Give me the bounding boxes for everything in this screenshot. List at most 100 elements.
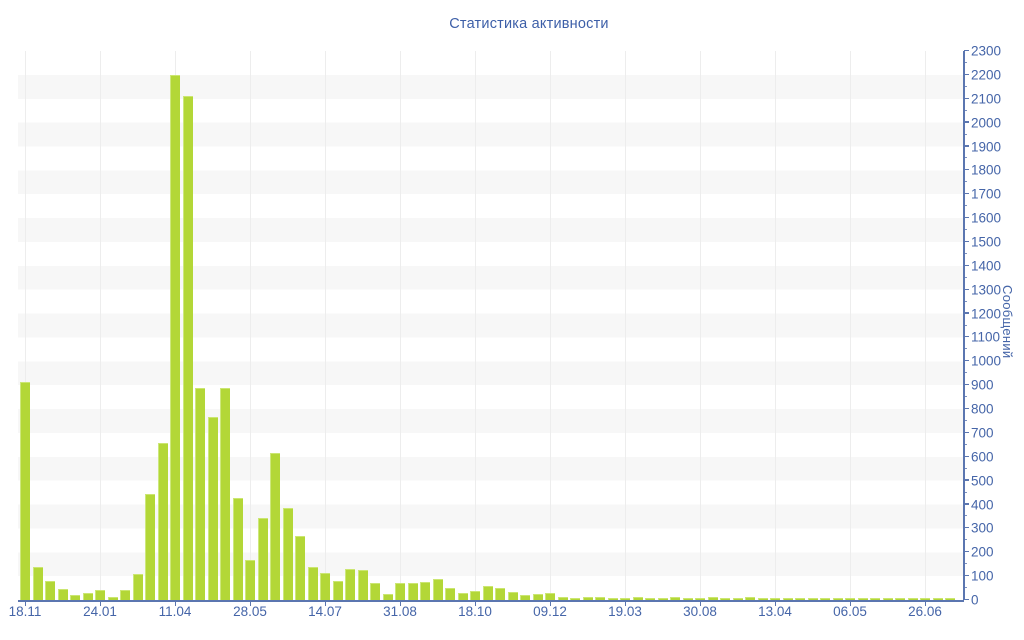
bar — [532, 594, 543, 600]
y-tick-minor — [964, 372, 967, 374]
gridline — [775, 51, 776, 600]
bar — [495, 588, 505, 600]
bar — [432, 579, 443, 600]
y-tick-minor — [964, 587, 967, 589]
y-tick-major — [964, 598, 969, 600]
bar — [682, 597, 693, 600]
x-tick-label: 18.10 — [458, 604, 492, 619]
y-tick-major — [964, 503, 969, 505]
bar — [282, 508, 293, 600]
x-tick-label: 30.08 — [683, 604, 717, 619]
bar — [657, 597, 668, 600]
y-tick-label: 100 — [971, 568, 994, 584]
y-tick-label: 2100 — [971, 91, 1002, 107]
x-tick — [850, 601, 852, 606]
gridline — [700, 51, 701, 600]
bar — [45, 581, 55, 600]
gridline — [625, 51, 626, 600]
y-tick-major — [964, 360, 969, 362]
y-tick-major — [964, 73, 969, 75]
y-tick-major — [964, 527, 969, 529]
x-tick — [100, 601, 102, 606]
bar — [795, 598, 805, 600]
y-tick-label: 300 — [971, 520, 994, 536]
bar — [720, 597, 730, 600]
y-tick-major — [964, 169, 969, 171]
bar — [570, 597, 580, 600]
x-tick — [175, 601, 177, 606]
bar — [407, 582, 418, 600]
bar — [632, 597, 643, 600]
y-tick-major — [964, 97, 969, 99]
bar — [357, 570, 368, 600]
bar — [370, 583, 380, 600]
bar — [257, 518, 268, 600]
x-tick — [25, 601, 27, 606]
bar — [132, 573, 143, 600]
x-tick-label: 14.07 — [308, 604, 342, 619]
y-tick-minor — [964, 539, 967, 541]
bar — [170, 74, 180, 600]
bar — [832, 598, 843, 600]
gridline — [325, 51, 326, 600]
y-tick-major — [964, 193, 969, 195]
y-tick-label: 1300 — [971, 282, 1002, 298]
y-tick-major — [964, 407, 969, 410]
bar — [745, 597, 755, 600]
x-tick-label: 18.11 — [8, 604, 42, 619]
y-tick-minor — [964, 491, 967, 493]
bar — [520, 595, 530, 600]
y-tick-major — [964, 288, 969, 290]
y-tick-minor — [964, 419, 967, 421]
bar — [270, 453, 280, 600]
y-tick-major — [964, 121, 969, 123]
y-tick-minor — [964, 252, 967, 254]
y-tick-minor — [964, 157, 967, 159]
bar — [382, 594, 393, 600]
y-tick-label: 1800 — [971, 162, 1002, 178]
y-tick-minor — [964, 181, 967, 183]
x-tick — [325, 601, 327, 606]
y-tick-label: 2200 — [971, 67, 1002, 83]
gridline — [850, 51, 851, 600]
y-tick-label: 1600 — [971, 210, 1002, 226]
bar — [82, 593, 93, 600]
chart-title: Статистика активности — [449, 16, 609, 32]
bar — [545, 593, 555, 600]
y-tick-label: 700 — [971, 425, 994, 441]
x-tick-label: 28.05 — [233, 604, 267, 619]
x-tick — [625, 601, 627, 606]
y-tick-major — [964, 384, 969, 386]
x-axis-line — [18, 600, 964, 602]
plot-area — [18, 51, 963, 600]
x-tick-label: 13.04 — [758, 604, 792, 619]
y-axis-line — [963, 51, 965, 600]
x-tick — [400, 601, 402, 606]
bar — [307, 566, 318, 600]
y-tick-label: 800 — [971, 401, 994, 417]
y-tick-major — [964, 336, 969, 338]
y-tick-minor — [964, 229, 967, 231]
bar — [895, 598, 905, 600]
bar — [145, 493, 155, 600]
bar — [482, 585, 493, 600]
bar — [470, 590, 480, 600]
y-tick-major — [964, 264, 969, 266]
bar — [20, 381, 30, 600]
bar — [645, 597, 655, 600]
y-tick-label: 200 — [971, 544, 994, 560]
x-tick — [475, 601, 477, 606]
y-axis-title: Сообщений — [1000, 285, 1015, 359]
x-tick-label: 24.01 — [83, 604, 117, 619]
x-tick — [700, 601, 702, 606]
y-tick-minor — [964, 467, 967, 469]
y-tick-major — [964, 312, 969, 314]
bar — [820, 598, 830, 600]
bar — [770, 597, 780, 600]
y-tick-label: 1900 — [971, 139, 1002, 154]
bar — [345, 569, 355, 600]
gridline — [400, 51, 401, 600]
y-tick-minor — [964, 205, 967, 207]
y-tick-major — [964, 216, 969, 219]
